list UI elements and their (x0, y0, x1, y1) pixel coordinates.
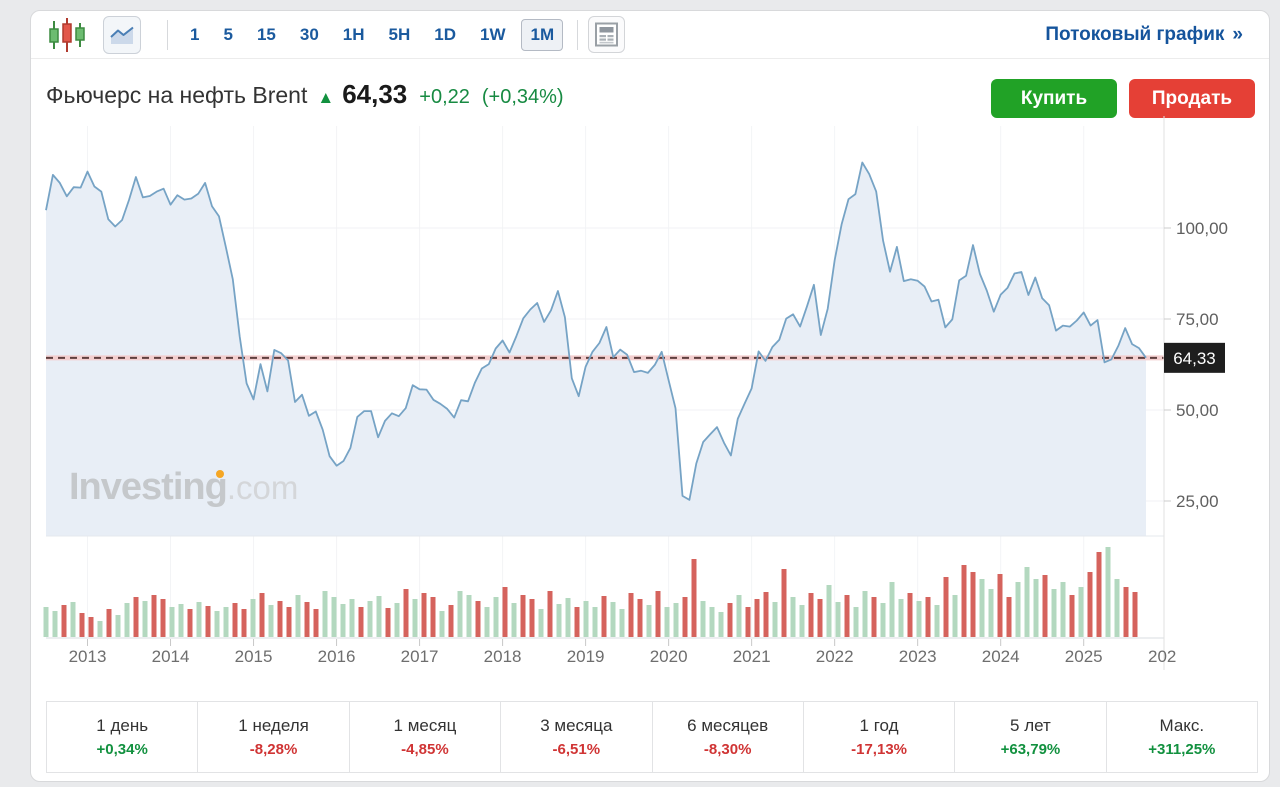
period-change-value: -8,28% (249, 741, 298, 758)
chart-area: 100,00 75,00 50,00 25,00 2013 2014 2015 2016 201… (31, 116, 1271, 686)
chevron-right-icon: » (1232, 23, 1243, 45)
instrument-title: Фьючерс на нефть Brent (46, 82, 308, 108)
period-label: Макс. (1159, 716, 1205, 735)
performance-cell: 3 месяца -6,51% (501, 702, 653, 772)
price-change-percent: (+0,34%) (481, 86, 564, 108)
timeframe-1[interactable]: 1 (182, 20, 207, 50)
price-area-fill (46, 162, 1146, 536)
area-chart-icon-button[interactable] (103, 15, 141, 54)
period-label: 1 день (96, 716, 149, 735)
period-change-value: +311,25% (1148, 741, 1216, 758)
performance-cell: Макс. +311,25% (1107, 702, 1257, 772)
news-panel-icon-button[interactable] (588, 16, 626, 53)
chart-toolbar: 1 5 15 30 1H 5H 1D 1W 1M Потоковый график » (31, 11, 1269, 59)
y-axis-tick-label: 50,00 (1176, 401, 1219, 420)
timeframe-group: 1 5 15 30 1H 5H 1D 1W 1M (182, 18, 564, 51)
current-price-badge (1164, 342, 1225, 373)
price-chart[interactable]: 100,00 75,00 50,00 25,00 2013 2014 2015 2016 201… (31, 116, 1271, 686)
period-change-value: -17,13% (851, 741, 907, 758)
x-axis-tick-label: 2014 (152, 647, 190, 666)
volume-bars (43, 547, 1138, 637)
x-axis-tick-label: 2017 (401, 647, 439, 666)
timeframe-1h[interactable]: 1H (335, 20, 373, 50)
x-axis-tick-label-clipped: 202 (1148, 647, 1176, 666)
price-line (45, 161, 1147, 501)
timeframe-15[interactable]: 15 (249, 20, 284, 50)
period-change-value: -6,51% (552, 741, 601, 758)
price-change: +0,22 (419, 86, 470, 108)
timeframe-5[interactable]: 5 (215, 20, 240, 50)
period-label: 5 лет (1010, 716, 1051, 735)
period-change-value: -8,30% (703, 741, 752, 758)
x-axis-tick-label: 2025 (1065, 647, 1103, 666)
instrument-header: Фьючерс на нефть Brent ▲ 64,33 +0,22 (+0… (31, 59, 1269, 119)
streaming-chart-link-label: Потоковый график (1045, 23, 1225, 45)
timeframe-30[interactable]: 30 (292, 20, 327, 50)
period-label: 3 месяца (540, 716, 613, 735)
x-axis-tick-label: 2018 (484, 647, 522, 666)
x-axis-tick-label: 2022 (816, 647, 854, 666)
timeframe-1d[interactable]: 1D (426, 20, 464, 50)
sell-button[interactable]: Продать (1129, 79, 1255, 118)
last-price: 64,33 (342, 79, 408, 109)
y-axis-tick-label: 100,00 (1176, 219, 1228, 238)
period-label: 6 месяцев (687, 716, 769, 735)
title-row: Фьючерс на нефть Brent ▲ 64,33 +0,22 (+0… (46, 79, 564, 110)
x-axis-tick-label: 2021 (733, 647, 771, 666)
period-label: 1 месяц (393, 716, 457, 735)
period-change-value: +63,79% (1000, 741, 1061, 758)
y-axis-tick-label: 75,00 (1176, 310, 1219, 329)
period-change-value: +0,34% (96, 741, 148, 758)
current-price-badge-label: 64,33 (1173, 349, 1216, 368)
toolbar-divider (167, 19, 168, 50)
performance-cell: 1 месяц -4,85% (350, 702, 502, 772)
x-axis-tick-label: 2015 (235, 647, 273, 666)
trade-actions: Купить Продать (991, 79, 1255, 118)
chart-card: 1 5 15 30 1H 5H 1D 1W 1M Потоковый график » Фьюч… (30, 10, 1270, 782)
performance-table: 1 день +0,34% 1 неделя -8,28% 1 месяц -4,85% 3… (46, 701, 1258, 773)
timeframe-1w[interactable]: 1W (472, 20, 514, 50)
x-axis-tick-label: 2019 (567, 647, 605, 666)
x-axis-tick-label: 2016 (318, 647, 356, 666)
x-axis-tick-label: 2013 (69, 647, 107, 666)
area-chart-icon (110, 26, 134, 44)
timeframe-5h[interactable]: 5H (381, 20, 419, 50)
news-panel-icon (595, 22, 619, 47)
performance-cell: 6 месяцев -8,30% (653, 702, 804, 772)
y-axis-tick-label: 25,00 (1176, 492, 1219, 511)
performance-cell: 5 лет +63,79% (955, 702, 1107, 772)
up-arrow-icon: ▲ (317, 88, 335, 107)
candlestick-chart-icon[interactable] (47, 17, 87, 52)
x-axis-tick-label: 2023 (899, 647, 937, 666)
x-axis-tick-label: 2024 (982, 647, 1020, 666)
period-label: 1 неделя (238, 716, 309, 735)
period-change-value: -4,85% (401, 741, 449, 758)
period-label: 1 год (859, 716, 899, 735)
buy-button[interactable]: Купить (991, 79, 1117, 118)
x-axis-tick-label: 2020 (650, 647, 688, 666)
performance-cell: 1 неделя -8,28% (198, 702, 350, 772)
streaming-chart-link[interactable]: Потоковый график » (1045, 24, 1243, 46)
timeframe-1m[interactable]: 1M (521, 18, 564, 51)
performance-cell: 1 год -17,13% (804, 702, 956, 772)
performance-cell: 1 день +0,34% (47, 702, 199, 772)
toolbar-divider (577, 19, 579, 50)
